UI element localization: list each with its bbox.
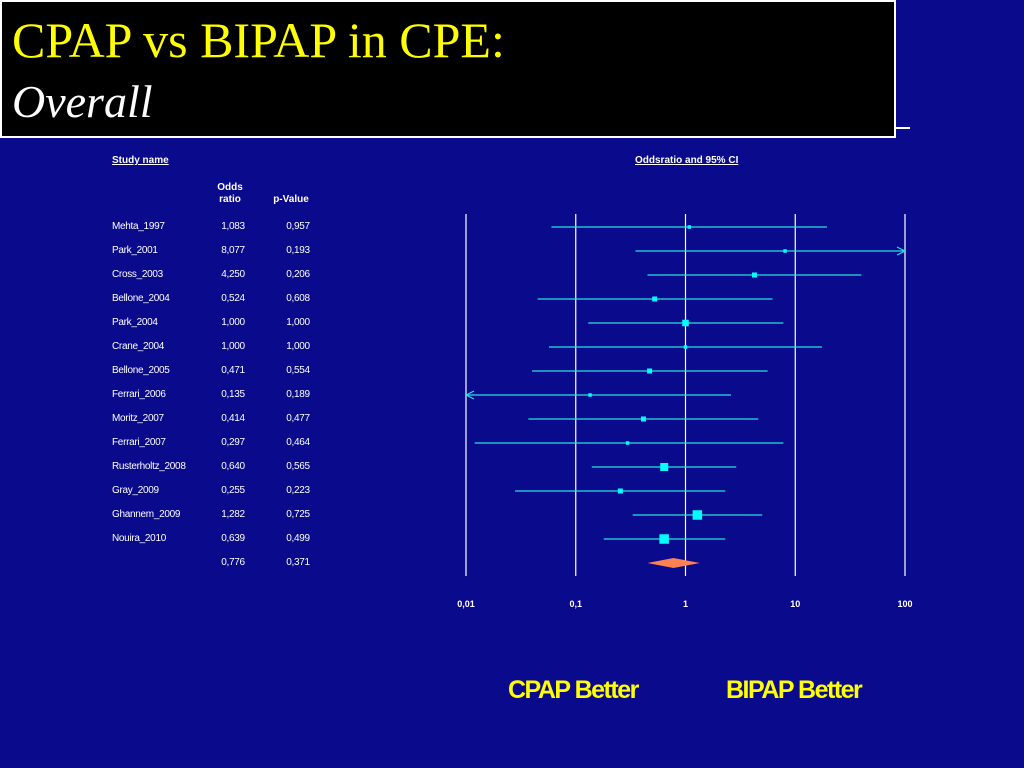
x-tick-label: 1: [682, 599, 688, 609]
study-marker: [617, 488, 623, 494]
study-marker: [647, 368, 653, 374]
odds-ratio-header: Odds ratio: [200, 182, 260, 206]
study-marker: [687, 225, 692, 229]
odds-ratio-value: 0,414: [221, 413, 245, 424]
study-name: Cross_2003: [112, 269, 163, 280]
odds-ratio-value: 4,250: [221, 269, 245, 280]
odds-ratio-value: 8,077: [221, 245, 245, 256]
p-value-header: p-Value: [273, 194, 309, 205]
odds-ratio-value: 0,471: [221, 365, 245, 376]
p-value: 1,000: [286, 317, 310, 328]
study-marker: [640, 416, 646, 422]
odds-ratio-value: 0,297: [221, 437, 245, 448]
x-tick-label: 100: [897, 599, 913, 609]
odds-ratio-value: 0,639: [221, 533, 245, 544]
p-value: 1,000: [286, 341, 310, 352]
summary-odds-ratio: 0,776: [221, 557, 245, 568]
study-marker: [660, 463, 669, 471]
p-value: 0,499: [286, 533, 310, 544]
plot-header: Oddsratio and 95% CI: [635, 155, 739, 166]
slide-subtitle: Overall: [12, 76, 153, 127]
odds-ratio-value: 0,135: [221, 389, 245, 400]
study-name: Rusterholtz_2008: [112, 461, 186, 472]
study-name: Park_2004: [112, 317, 158, 328]
study-marker: [625, 441, 630, 445]
slide-title: CPAP vs BIPAP in CPE:: [12, 12, 505, 68]
x-tick-label: 0,01: [457, 599, 475, 609]
study-name: Gray_2009: [112, 485, 159, 496]
odds-ratio-value: 0,255: [221, 485, 245, 496]
study-name: Bellone_2004: [112, 293, 170, 304]
odds-ratio-header-line2: ratio: [219, 194, 241, 205]
p-value: 0,193: [286, 245, 310, 256]
study-marker: [682, 319, 689, 327]
study-marker: [692, 510, 703, 520]
study-name: Ferrari_2006: [112, 389, 166, 400]
odds-ratio-value: 1,000: [221, 317, 245, 328]
p-value: 0,554: [286, 365, 310, 376]
study-name: Ferrari_2007: [112, 437, 166, 448]
p-value: 0,464: [286, 437, 310, 448]
ci-arrow-left: [464, 390, 475, 400]
summary-p-value: 0,371: [286, 557, 310, 568]
summary-diamond: [647, 558, 700, 568]
study-marker: [659, 534, 669, 544]
x-tick-label: 0,1: [569, 599, 582, 609]
study-marker: [588, 393, 592, 397]
p-value: 0,725: [286, 509, 310, 520]
odds-ratio-value: 0,524: [221, 293, 245, 304]
study-name: Moritz_2007: [112, 413, 164, 424]
study-marker: [783, 249, 787, 253]
study-name: Nouira_2010: [112, 533, 166, 544]
odds-ratio-header-line1: Odds: [217, 182, 243, 193]
study-marker: [652, 296, 658, 302]
p-value: 0,608: [286, 293, 310, 304]
p-value: 0,565: [286, 461, 310, 472]
x-tick-label: 10: [790, 599, 801, 609]
study-name-header: Study name: [112, 155, 169, 166]
study-name: Ghannem_2009: [112, 509, 181, 520]
title-underline-decoration: [896, 127, 910, 129]
study-name: Mehta_1997: [112, 221, 165, 232]
p-value: 0,957: [286, 221, 310, 232]
study-name: Crane_2004: [112, 341, 165, 352]
odds-ratio-value: 1,000: [221, 341, 245, 352]
study-marker: [683, 345, 688, 349]
odds-ratio-value: 1,282: [221, 509, 245, 520]
study-name: Bellone_2005: [112, 365, 170, 376]
bipap-better-label: BIPAP Better: [726, 676, 863, 704]
p-value: 0,189: [286, 389, 310, 400]
study-marker: [751, 272, 757, 278]
odds-ratio-value: 0,640: [221, 461, 245, 472]
ci-arrow-right: [896, 246, 907, 256]
title-box: CPAP vs BIPAP in CPE: Overall: [0, 0, 896, 138]
study-name: Park_2001: [112, 245, 158, 256]
odds-ratio-value: 1,083: [221, 221, 245, 232]
p-value: 0,206: [286, 269, 310, 280]
p-value: 0,223: [286, 485, 310, 496]
cpap-better-label: CPAP Better: [508, 676, 639, 704]
p-value: 0,477: [286, 413, 310, 424]
